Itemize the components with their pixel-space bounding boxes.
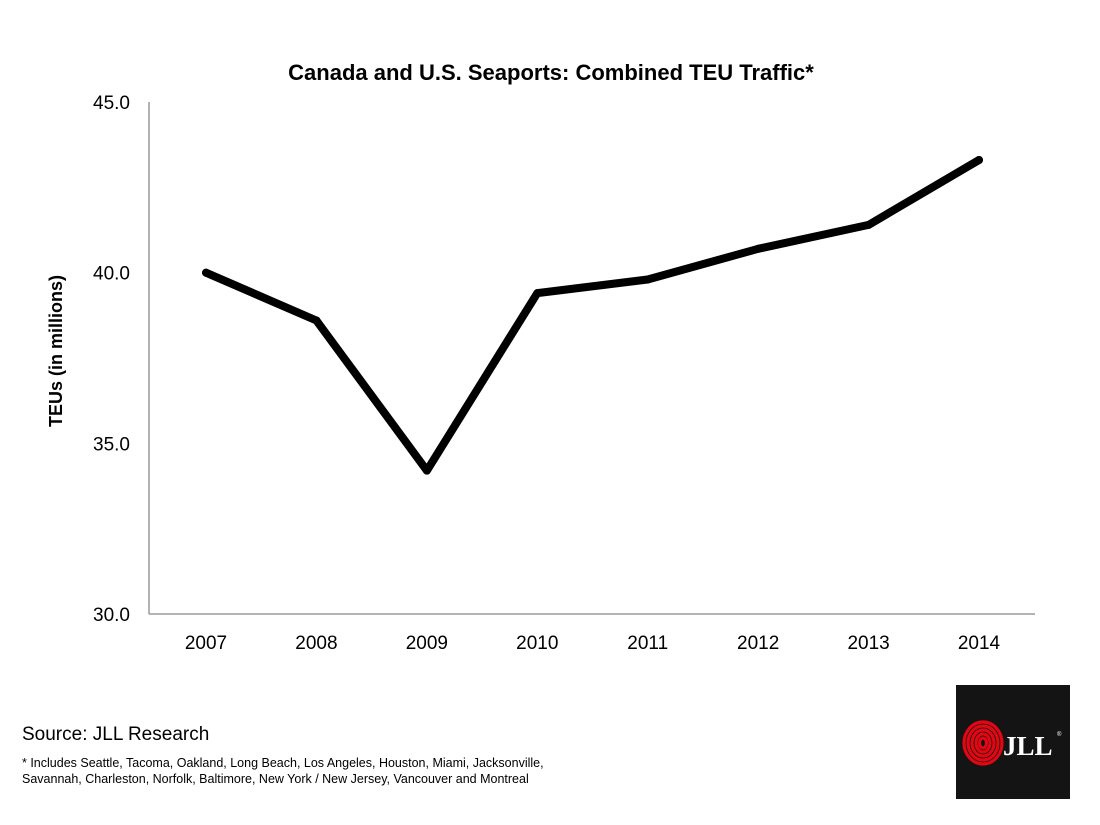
logo-text: JLL: [1003, 731, 1053, 761]
data-point: [754, 244, 763, 253]
chart-title: Canada and U.S. Seaports: Combined TEU T…: [288, 60, 814, 85]
x-tick-label: 2008: [295, 633, 337, 654]
data-point: [422, 466, 431, 475]
data-point: [312, 316, 321, 325]
x-tick-label: 2011: [627, 633, 668, 654]
swirl-ring: [970, 728, 996, 758]
x-tick-label: 2007: [185, 633, 227, 654]
data-point: [202, 268, 210, 277]
data-point: [975, 156, 984, 165]
x-tick-labels: 2007 2008 2009 2010 2011 2012 2013 2014: [185, 633, 1001, 654]
jll-swirl-icon: [962, 720, 1004, 766]
swirl-ring: [977, 736, 989, 750]
data-point: [643, 275, 652, 284]
footnote: * Includes Seattle, Tacoma, Oakland, Lon…: [22, 756, 544, 786]
y-tick-label: 35.0: [93, 434, 130, 455]
x-tick-label: 2013: [847, 633, 889, 654]
y-axis-label: TEUs (in millions): [46, 275, 66, 427]
series-line: [202, 156, 983, 475]
y-tick-label: 45.0: [93, 93, 130, 114]
jll-logo: JLL ®: [956, 685, 1070, 799]
logo-registered-mark: ®: [1057, 732, 1062, 738]
y-tick-label: 30.0: [93, 605, 130, 626]
swirl-ring: [962, 720, 1004, 766]
data-point: [864, 220, 873, 229]
series-group: [202, 156, 984, 475]
swirl-ring: [974, 732, 992, 754]
x-tick-label: 2009: [406, 633, 448, 654]
source-note: Source: JLL Research: [22, 724, 210, 745]
x-tick-label: 2014: [958, 633, 1001, 654]
swirl-ring: [966, 724, 1000, 762]
y-tick-label: 40.0: [93, 264, 130, 285]
x-tick-label: 2010: [516, 633, 558, 654]
y-tick-labels: 30.0 35.0 40.0 45.0: [93, 93, 130, 626]
data-point: [533, 289, 542, 298]
line-chart: Canada and U.S. Seaports: Combined TEU T…: [46, 60, 1035, 654]
x-tick-label: 2012: [737, 633, 779, 654]
